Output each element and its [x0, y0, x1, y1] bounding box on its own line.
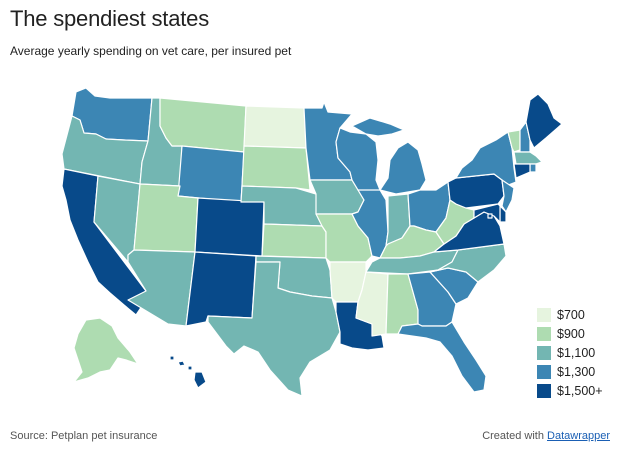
choropleth-map	[0, 70, 620, 420]
legend-swatch	[537, 364, 551, 379]
state-sd[interactable]	[241, 145, 311, 191]
credit-prefix: Created with	[482, 430, 548, 442]
state-or[interactable]	[61, 115, 149, 185]
state-tx[interactable]	[207, 261, 341, 397]
legend-swatch	[537, 326, 551, 341]
state-md[interactable]	[473, 203, 501, 223]
state-hi[interactable]	[169, 355, 207, 389]
state-wy[interactable]	[177, 145, 245, 203]
state-il[interactable]	[351, 189, 389, 259]
credit-note: Created with Datawrapper	[482, 430, 610, 442]
state-ct[interactable]	[513, 163, 531, 179]
state-ri[interactable]	[529, 163, 537, 173]
legend-label: $1,300	[557, 364, 596, 379]
legend-swatch	[537, 345, 551, 360]
state-co[interactable]	[194, 197, 265, 257]
legend-label: $900	[557, 326, 585, 341]
legend-item: $900	[537, 324, 617, 343]
state-vt[interactable]	[507, 129, 521, 153]
legend-item: $1,300	[537, 362, 617, 381]
legend-item: $1,100	[537, 343, 617, 362]
state-ca[interactable]	[61, 168, 147, 316]
state-ms[interactable]	[355, 271, 389, 337]
source-note: Source: Petplan pet insurance	[10, 430, 158, 442]
legend-label: $700	[557, 307, 585, 322]
legend-item: $1,500+	[537, 381, 617, 400]
state-nc[interactable]	[429, 243, 507, 283]
state-nj[interactable]	[501, 179, 515, 213]
map-legend: $700 $900 $1,100 $1,300 $1,500+	[537, 305, 617, 400]
page-subtitle: Average yearly spending on vet care, per…	[10, 44, 292, 58]
legend-label: $1,500+	[557, 383, 603, 398]
state-ak[interactable]	[73, 317, 139, 383]
state-nm[interactable]	[185, 251, 257, 327]
state-mt[interactable]	[159, 97, 247, 153]
legend-item: $700	[537, 305, 617, 324]
state-me[interactable]	[525, 93, 563, 149]
state-dc[interactable]	[487, 213, 493, 219]
us-map-svg	[61, 87, 563, 397]
legend-swatch	[537, 383, 551, 398]
state-fl[interactable]	[397, 321, 487, 393]
state-pa[interactable]	[447, 173, 505, 209]
state-mi[interactable]	[351, 117, 427, 195]
state-nd[interactable]	[243, 105, 307, 149]
legend-label: $1,100	[557, 345, 596, 360]
page-title: The spendiest states	[10, 6, 210, 31]
datawrapper-link[interactable]: Datawrapper	[547, 430, 610, 442]
state-ks[interactable]	[261, 223, 327, 259]
legend-swatch	[537, 307, 551, 322]
state-ma[interactable]	[513, 151, 543, 165]
